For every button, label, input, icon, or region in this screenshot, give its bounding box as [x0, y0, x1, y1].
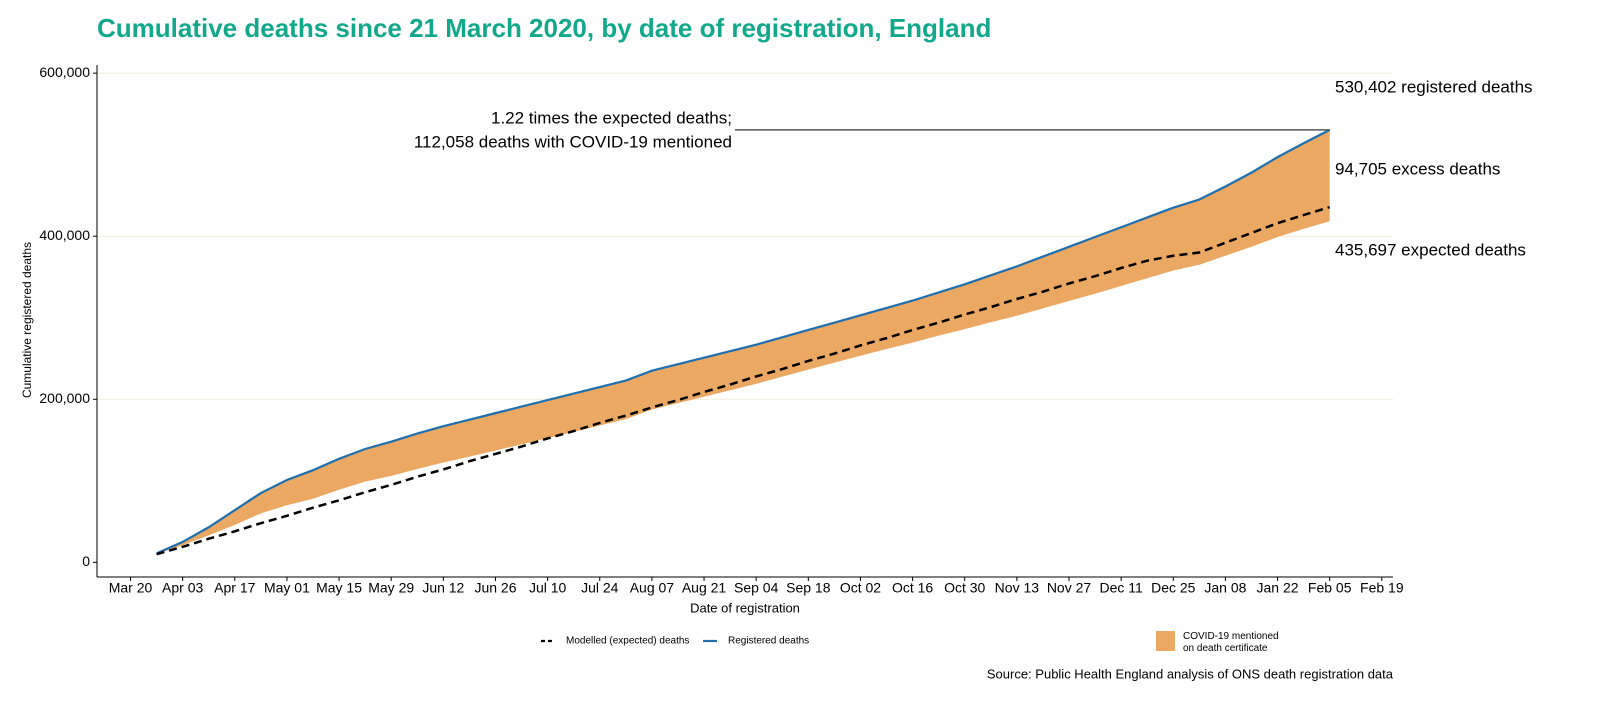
x-tick-label: Nov 13	[995, 580, 1040, 596]
expected-line	[156, 205, 1331, 556]
x-tick-label: Jul 24	[581, 580, 619, 596]
source: Source: Public Health England analysis o…	[987, 666, 1394, 681]
x-tick-label: May 01	[264, 580, 310, 596]
x-tick-label: Jul 10	[529, 580, 567, 596]
registered-line	[156, 128, 1331, 555]
annotation: 1.22 times the expected deaths;	[491, 108, 732, 127]
x-tick-label: Nov 27	[1047, 580, 1092, 596]
x-tick-label: Apr 03	[162, 580, 203, 596]
annotation: 435,697 expected deaths	[1335, 240, 1526, 259]
x-tick-label: Oct 16	[892, 580, 933, 596]
legend-label: Registered deaths	[728, 636, 809, 647]
x-axis-label: Date of registration	[690, 600, 800, 615]
x-tick-label: Sep 04	[734, 580, 779, 596]
x-tick-label: Jun 12	[422, 580, 464, 596]
x-tick-label: Apr 17	[214, 580, 255, 596]
covid-area	[156, 129, 1330, 555]
y-axis-label: Cumulative registered deaths	[20, 242, 34, 398]
x-tick-label: Jan 22	[1257, 580, 1299, 596]
x-tick-label: Feb 05	[1308, 580, 1352, 596]
legend-label: COVID-19 mentioned on death certificate	[1183, 631, 1279, 654]
legend-item: Modelled (expected) deaths	[541, 636, 689, 647]
x-tick-label: Aug 07	[630, 580, 675, 596]
legend-swatch	[1156, 631, 1175, 651]
annotation: 112,058 deaths with COVID-19 mentioned	[414, 132, 732, 151]
x-tick-label: May 29	[368, 580, 414, 596]
legend-label: Modelled (expected) deaths	[566, 636, 689, 647]
x-tick-label: Jun 26	[474, 580, 516, 596]
x-tick-label: Aug 21	[682, 580, 727, 596]
y-tick-label: 0	[82, 553, 90, 569]
y-tick-label: 200,000	[39, 390, 90, 406]
y-tick-label: 600,000	[39, 64, 90, 80]
x-tick-label: Dec 25	[1151, 580, 1196, 596]
x-tick-label: Sep 18	[786, 580, 831, 596]
annotation: 94,705 excess deaths	[1335, 159, 1500, 178]
x-tick-label: Jan 08	[1204, 580, 1246, 596]
x-tick-label: Oct 02	[840, 580, 881, 596]
y-tick-label: 400,000	[39, 227, 90, 243]
x-tick-label: May 15	[316, 580, 362, 596]
legend-item: COVID-19 mentioned on death certificate	[1156, 631, 1279, 654]
annotation: 530,402 registered deaths	[1335, 77, 1533, 96]
x-tick-label: Oct 30	[944, 580, 985, 596]
x-tick-label: Mar 20	[109, 580, 153, 596]
legend-item: Registered deaths	[703, 636, 809, 647]
x-tick-label: Dec 11	[1099, 580, 1143, 596]
x-tick-label: Feb 19	[1360, 580, 1404, 596]
chart-title: Cumulative deaths since 21 March 2020, b…	[97, 13, 991, 43]
